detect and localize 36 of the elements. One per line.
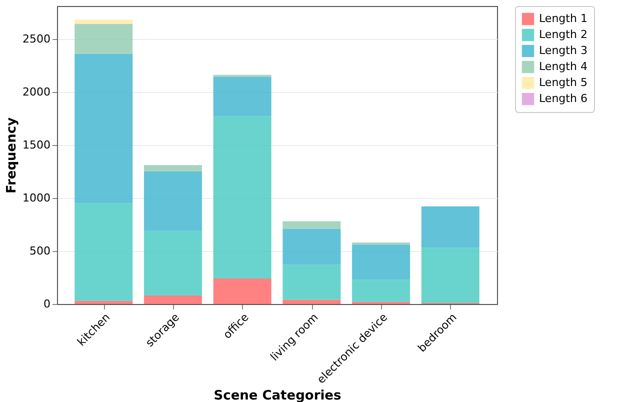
y-tick-label: 1500: [22, 138, 50, 152]
bar: [352, 280, 410, 302]
legend-label: Length 3: [539, 44, 588, 57]
bar: [352, 242, 410, 245]
legend-label: Length 2: [539, 28, 588, 41]
y-tick-label: 2000: [22, 85, 50, 98]
bar: [74, 203, 133, 301]
y-tick-label: 2500: [22, 32, 50, 46]
bar: [282, 221, 341, 229]
legend-label: Length 1: [539, 12, 588, 25]
legend-label: Length 6: [539, 92, 588, 105]
bar: [213, 77, 272, 116]
y-tick-label: 0: [44, 298, 50, 310]
y-tick-label: 500: [30, 244, 50, 258]
legend-label: Length 5: [539, 76, 588, 89]
legend-label: Length 4: [539, 60, 588, 73]
bar: [74, 300, 133, 304]
bar: [144, 171, 202, 231]
y-tick-label: 1000: [22, 191, 50, 204]
bar: [352, 244, 410, 280]
bar: [282, 264, 341, 300]
bar: [144, 165, 202, 172]
bar: [74, 24, 133, 54]
bar: [74, 54, 133, 204]
y-axis-title: Frequency: [4, 116, 20, 194]
bar: [213, 278, 272, 304]
bar: [74, 20, 133, 24]
bar: [144, 296, 202, 304]
bar: [213, 116, 272, 279]
bar: [282, 228, 341, 265]
x-axis-title: Scene Categories: [214, 388, 342, 402]
bar: [421, 206, 480, 248]
bar: [213, 74, 272, 78]
bar: [144, 230, 202, 296]
bar: [421, 248, 480, 303]
bar: [282, 300, 341, 304]
